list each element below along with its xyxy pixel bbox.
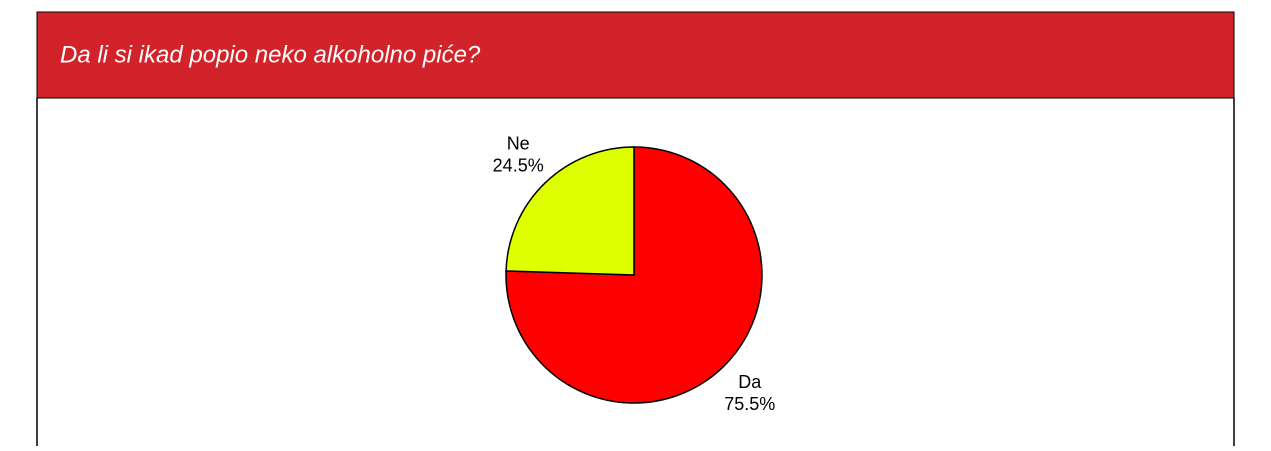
chart-title: Da li si ikad popio neko alkoholno piće? <box>60 41 481 68</box>
slice-label: Ne <box>507 133 530 153</box>
pie-slice <box>505 146 635 276</box>
header-bar <box>36 11 1235 99</box>
slice-label: Da <box>738 372 762 392</box>
slice-value-label: 75.5% <box>724 394 775 414</box>
slice-value-label: 24.5% <box>493 155 544 175</box>
